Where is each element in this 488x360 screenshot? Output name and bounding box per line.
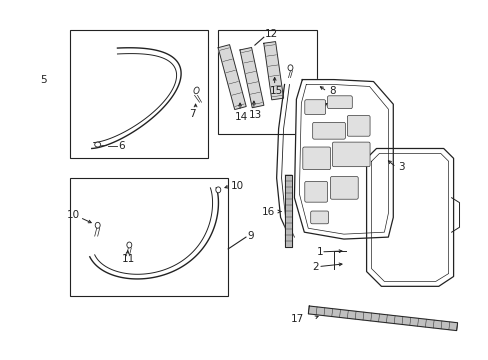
Bar xyxy=(70,178,228,296)
Text: 14: 14 xyxy=(235,112,248,122)
Polygon shape xyxy=(284,175,292,247)
Text: 7: 7 xyxy=(188,109,195,119)
FancyBboxPatch shape xyxy=(332,142,369,167)
Polygon shape xyxy=(263,42,283,100)
FancyBboxPatch shape xyxy=(304,181,327,202)
Text: 10: 10 xyxy=(67,211,80,220)
Text: 6: 6 xyxy=(118,140,125,150)
Polygon shape xyxy=(240,48,264,108)
Text: 5: 5 xyxy=(41,75,47,85)
Text: 4: 4 xyxy=(330,100,337,110)
Ellipse shape xyxy=(215,187,220,193)
Polygon shape xyxy=(308,306,457,330)
FancyBboxPatch shape xyxy=(310,211,328,224)
Text: 2: 2 xyxy=(312,262,319,272)
FancyBboxPatch shape xyxy=(327,96,351,109)
Ellipse shape xyxy=(126,242,132,248)
FancyBboxPatch shape xyxy=(330,176,358,199)
FancyBboxPatch shape xyxy=(304,100,325,114)
Text: 15: 15 xyxy=(269,86,283,96)
Text: 11: 11 xyxy=(121,254,134,264)
Text: 16: 16 xyxy=(261,207,274,216)
Polygon shape xyxy=(294,80,392,239)
Polygon shape xyxy=(366,148,453,286)
Bar xyxy=(70,30,208,158)
FancyBboxPatch shape xyxy=(346,116,369,136)
Ellipse shape xyxy=(287,65,292,71)
FancyBboxPatch shape xyxy=(312,122,345,139)
Ellipse shape xyxy=(95,222,100,228)
Bar xyxy=(218,30,317,134)
Text: 8: 8 xyxy=(328,86,335,96)
Ellipse shape xyxy=(95,142,101,147)
Ellipse shape xyxy=(194,87,199,94)
Text: 17: 17 xyxy=(290,314,304,324)
Text: 1: 1 xyxy=(316,247,323,257)
Text: 10: 10 xyxy=(231,181,244,191)
Polygon shape xyxy=(218,45,245,109)
Text: 9: 9 xyxy=(246,231,253,241)
FancyBboxPatch shape xyxy=(302,147,330,170)
Text: 12: 12 xyxy=(264,29,278,39)
Text: 3: 3 xyxy=(397,162,404,172)
Text: 13: 13 xyxy=(248,110,262,120)
